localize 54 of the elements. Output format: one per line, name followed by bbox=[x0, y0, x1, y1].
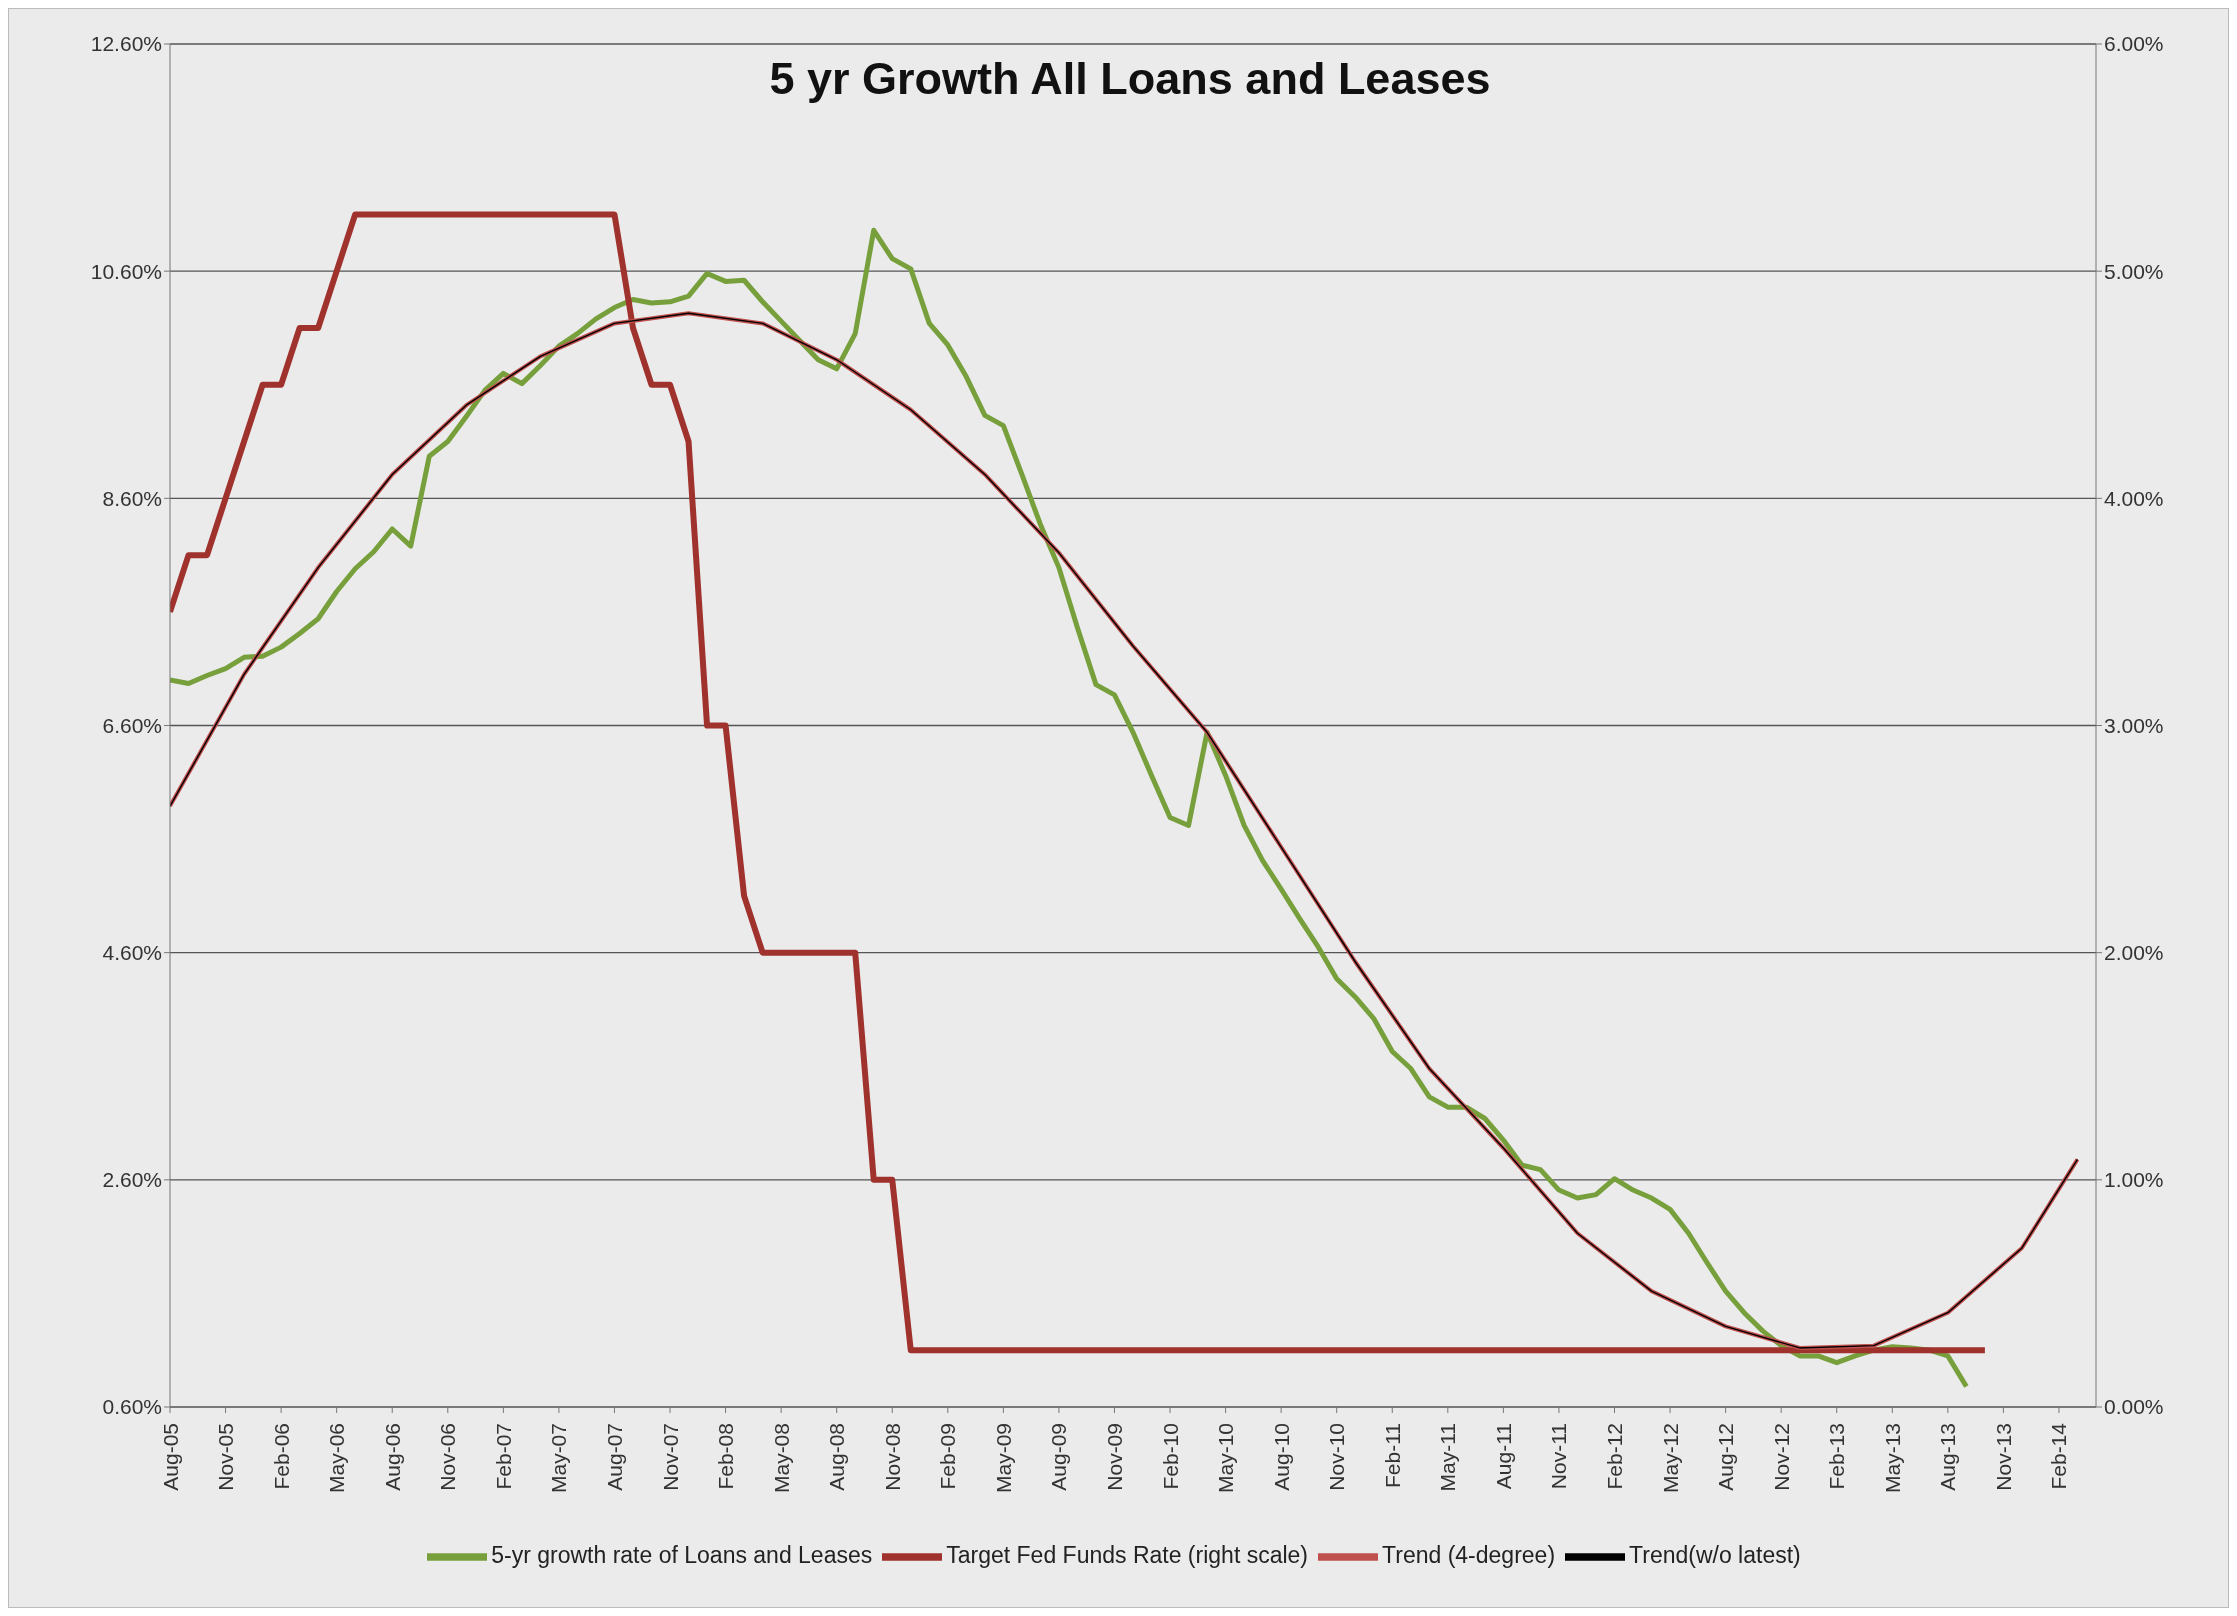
x-tick-label: Aug-11 bbox=[1491, 1423, 1515, 1490]
x-tick-label: Aug-12 bbox=[1714, 1423, 1738, 1491]
x-tick-label: May-08 bbox=[769, 1423, 793, 1494]
x-tick-label: Aug-09 bbox=[1047, 1423, 1071, 1491]
y2-tick-label: 2.00% bbox=[2104, 941, 2164, 965]
y-tick-label: 8.60% bbox=[102, 486, 162, 510]
y-tick-label: 4.60% bbox=[102, 941, 162, 965]
x-tick-label: Feb-12 bbox=[1603, 1423, 1626, 1490]
y2-tick-label: 1.00% bbox=[2104, 1168, 2164, 1192]
x-tick-label: May-07 bbox=[547, 1423, 571, 1494]
x-tick-label: May-06 bbox=[325, 1423, 349, 1494]
x-tick-label: Feb-09 bbox=[936, 1423, 960, 1490]
legend-label: Target Fed Funds Rate (right scale) bbox=[946, 1542, 1309, 1569]
x-tick-label: Feb-14 bbox=[2047, 1422, 2071, 1490]
x-tick-label: May-09 bbox=[991, 1423, 1015, 1494]
x-tick-label: Feb-13 bbox=[1825, 1423, 1849, 1490]
x-tick-label: Nov-09 bbox=[1102, 1423, 1126, 1491]
x-tick-label: May-10 bbox=[1214, 1423, 1238, 1494]
y2-tick-label: 6.00% bbox=[2104, 32, 2164, 56]
y-tick-label: 12.60% bbox=[90, 32, 162, 56]
x-tick-label: Feb-08 bbox=[714, 1423, 738, 1490]
x-tick-label: Nov-07 bbox=[658, 1423, 682, 1491]
y2-tick-label: 0.00% bbox=[2104, 1395, 2164, 1419]
x-tick-label: Nov-13 bbox=[1991, 1423, 2015, 1491]
x-tick-label: Nov-06 bbox=[436, 1423, 460, 1491]
y-tick-label: 6.60% bbox=[102, 713, 162, 737]
x-tick-label: Nov-05 bbox=[214, 1423, 238, 1491]
legend-label: 5-yr growth rate of Loans and Leases bbox=[491, 1542, 873, 1569]
x-tick-label: Nov-11 bbox=[1547, 1423, 1571, 1490]
x-tick-label: Nov-10 bbox=[1325, 1423, 1349, 1491]
y2-tick-label: 4.00% bbox=[2104, 486, 2164, 510]
x-tick-label: Aug-10 bbox=[1269, 1423, 1293, 1491]
x-tick-label: Nov-12 bbox=[1769, 1423, 1793, 1491]
x-tick-label: Nov-08 bbox=[880, 1423, 904, 1491]
x-tick-label: Aug-06 bbox=[380, 1423, 404, 1491]
y-tick-label: 2.60% bbox=[102, 1168, 162, 1192]
legend-label: Trend(w/o latest) bbox=[1629, 1542, 1801, 1569]
x-tick-label: Feb-07 bbox=[491, 1423, 515, 1490]
x-tick-label: May-11 bbox=[1436, 1423, 1460, 1492]
y2-tick-label: 3.00% bbox=[2104, 713, 2164, 737]
y-tick-label: 0.60% bbox=[102, 1395, 162, 1419]
y-tick-label: 10.60% bbox=[90, 259, 162, 283]
x-tick-label: Aug-07 bbox=[602, 1423, 626, 1491]
x-tick-label: Feb-10 bbox=[1158, 1423, 1182, 1490]
legend-label: Trend (4-degree) bbox=[1382, 1542, 1556, 1569]
x-tick-label: May-12 bbox=[1658, 1423, 1682, 1494]
x-tick-label: Feb-11 bbox=[1380, 1423, 1404, 1488]
x-tick-label: Aug-13 bbox=[1936, 1423, 1960, 1491]
x-tick-label: Aug-05 bbox=[158, 1423, 182, 1491]
x-tick-label: Feb-06 bbox=[269, 1423, 293, 1490]
x-tick-label: Aug-08 bbox=[825, 1423, 849, 1491]
chart-title: 5 yr Growth All Loans and Leases bbox=[768, 53, 1492, 105]
x-tick-label: May-13 bbox=[1880, 1423, 1904, 1494]
y2-tick-label: 5.00% bbox=[2104, 259, 2164, 283]
